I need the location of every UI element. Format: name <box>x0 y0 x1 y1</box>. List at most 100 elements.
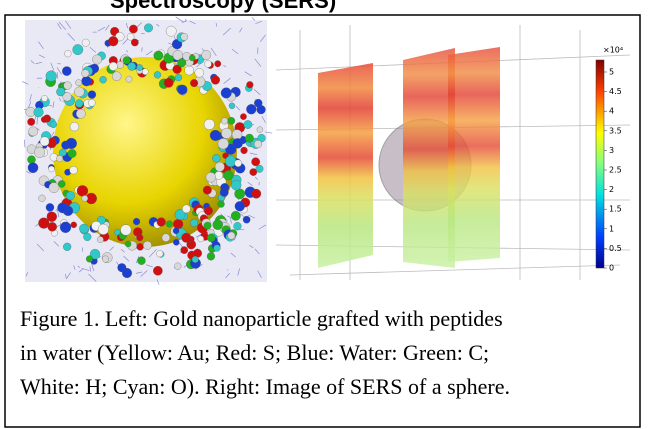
plane <box>448 47 500 262</box>
atom <box>240 114 246 120</box>
atom <box>204 119 215 130</box>
atom <box>215 162 225 172</box>
atom <box>64 82 72 90</box>
atom <box>218 201 225 208</box>
atom <box>70 166 78 174</box>
atom <box>250 168 257 175</box>
atom <box>137 243 144 250</box>
colorbar-tick-label: 3.5 <box>609 126 622 135</box>
atom <box>123 57 130 64</box>
atom <box>56 87 65 96</box>
atom <box>215 61 221 67</box>
atom <box>126 76 132 82</box>
atom <box>166 26 176 36</box>
atom <box>57 203 67 213</box>
caption-line: White: H; Cyan: O). Right: Image of SERS… <box>20 374 510 400</box>
atom <box>66 191 75 200</box>
atom <box>41 95 47 101</box>
atom <box>156 250 163 257</box>
colorbar-tick-label: 0 <box>609 264 614 273</box>
atom <box>257 127 263 133</box>
atom <box>92 55 101 64</box>
atom <box>73 44 83 54</box>
atom <box>129 25 137 33</box>
colorbar-tick-label: 1.5 <box>609 205 622 214</box>
atom <box>41 116 47 122</box>
atom <box>157 218 166 227</box>
atom <box>206 172 216 182</box>
atom <box>235 160 242 167</box>
atom <box>245 134 253 142</box>
atom <box>125 241 131 247</box>
atom <box>225 156 236 167</box>
atom <box>64 50 71 57</box>
atom <box>77 185 88 196</box>
atom <box>231 211 240 220</box>
atom <box>221 118 228 125</box>
atom <box>88 91 96 99</box>
atom <box>162 234 170 242</box>
atom <box>76 109 85 118</box>
atom <box>137 257 145 265</box>
atom <box>252 189 261 198</box>
atom <box>82 195 88 201</box>
atom <box>133 218 140 225</box>
atom <box>75 99 83 107</box>
atom <box>215 171 223 179</box>
atom <box>190 219 198 227</box>
atom <box>136 64 142 70</box>
atom <box>75 79 81 85</box>
atom <box>34 147 45 158</box>
atom <box>198 236 204 242</box>
atom <box>86 256 93 263</box>
plane <box>403 48 455 268</box>
atom <box>175 74 182 81</box>
atom <box>229 103 235 109</box>
atom <box>82 76 92 86</box>
atom <box>70 122 79 131</box>
atom <box>202 50 211 59</box>
atom <box>79 224 88 233</box>
atom <box>100 76 107 83</box>
atom <box>235 201 245 211</box>
atom <box>228 117 235 124</box>
atom <box>181 246 188 253</box>
atom <box>211 76 220 85</box>
atom <box>233 138 243 148</box>
atom <box>82 39 90 47</box>
atom <box>241 147 248 154</box>
atom <box>49 138 56 145</box>
atom <box>50 121 57 128</box>
atom <box>63 243 71 251</box>
atom <box>232 130 242 140</box>
atom <box>46 203 54 211</box>
atom <box>49 182 59 192</box>
atom <box>29 127 38 136</box>
plane <box>318 63 373 268</box>
atom <box>181 33 188 40</box>
atom <box>174 263 181 270</box>
atom <box>34 107 44 117</box>
colorbar-tick-label: 0.5 <box>609 244 622 253</box>
atom <box>88 99 95 106</box>
atom <box>39 195 46 202</box>
atom <box>46 71 57 82</box>
colorbar-scale: ×10⁴ <box>603 46 623 55</box>
atom <box>48 222 57 231</box>
atom <box>213 220 223 230</box>
atom <box>121 225 132 236</box>
atom <box>189 55 195 61</box>
atom <box>246 104 256 114</box>
water-bond <box>24 140 25 148</box>
atom <box>131 39 138 46</box>
page: Spectroscopy (SERS) <box>0 0 654 429</box>
atom <box>254 140 262 148</box>
atom <box>204 222 211 229</box>
atom <box>112 72 121 81</box>
atom <box>153 266 162 275</box>
atom <box>81 70 89 78</box>
colorbar-tick-label: 2.5 <box>609 166 622 175</box>
caption-line: Figure 1. Left: Gold nanoparticle grafte… <box>20 306 503 332</box>
atom <box>142 69 148 75</box>
atom <box>71 222 77 228</box>
